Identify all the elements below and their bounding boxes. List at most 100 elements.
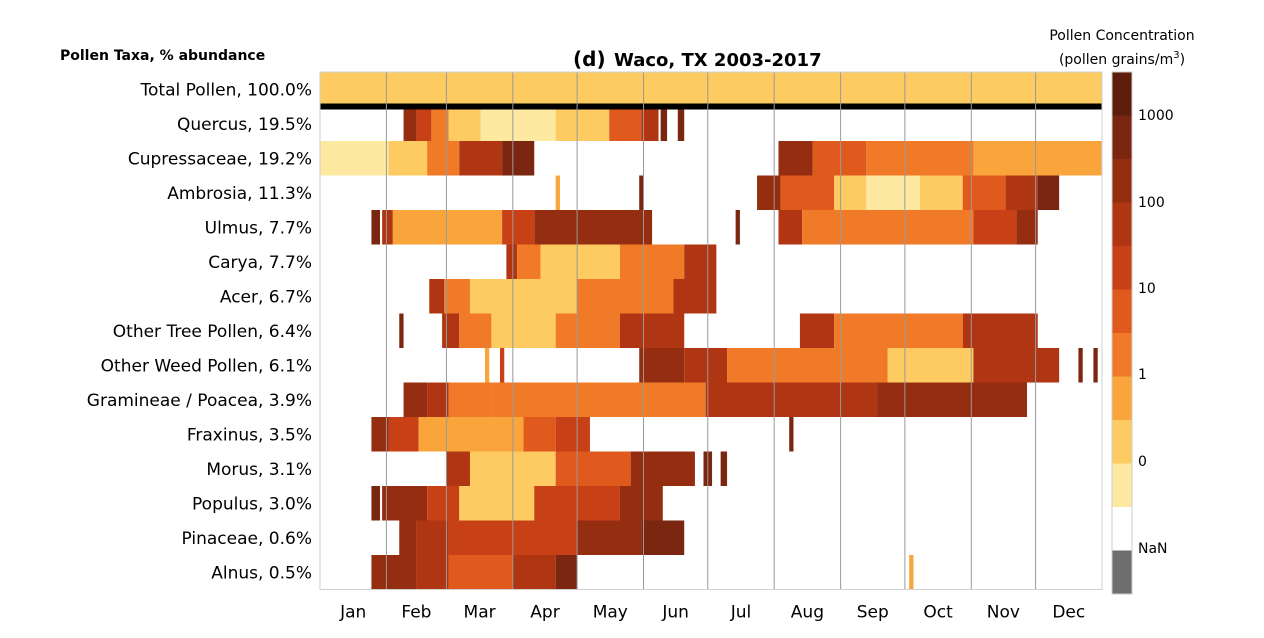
heatmap-cell bbox=[834, 313, 963, 348]
colorbar-tick-label: 1000 bbox=[1138, 108, 1174, 124]
heatmap-cell bbox=[1005, 175, 1038, 210]
heatmap-cell bbox=[459, 313, 492, 348]
colorbar-block bbox=[1112, 115, 1132, 160]
heatmap-cell bbox=[555, 451, 631, 486]
heatmap-cell bbox=[660, 106, 668, 141]
heatmap-cell bbox=[727, 348, 888, 383]
heatmap-cell bbox=[720, 451, 728, 486]
heatmap-cell bbox=[555, 555, 578, 590]
colorbar-block bbox=[1112, 463, 1132, 508]
heatmap-cell bbox=[427, 486, 460, 521]
heatmap-cell bbox=[540, 244, 620, 279]
month-label: Mar bbox=[464, 603, 496, 623]
row-label: Fraxinus, 3.5% bbox=[187, 425, 312, 445]
heatmap-cell bbox=[639, 175, 644, 210]
heatmap-cells bbox=[320, 72, 1102, 590]
heatmap-cell bbox=[416, 555, 449, 590]
colorbar-tick-label: 100 bbox=[1138, 195, 1165, 211]
heatmap-cell bbox=[399, 313, 404, 348]
row-label: Acer, 6.7% bbox=[220, 287, 312, 307]
heatmap-cell bbox=[484, 348, 490, 383]
row-label: Alnus, 0.5% bbox=[211, 563, 312, 583]
heatmap-cell bbox=[630, 451, 695, 486]
row-header: Pollen Taxa, % abundance bbox=[60, 48, 265, 64]
colorbar-frame bbox=[1111, 71, 1133, 595]
heatmap-cell bbox=[619, 486, 663, 521]
heatmap-cell bbox=[877, 382, 1028, 417]
row-label: Pinaceae, 0.6% bbox=[182, 529, 312, 549]
heatmap-cell bbox=[491, 313, 556, 348]
month-label: Sep bbox=[857, 603, 889, 623]
heatmap-cell bbox=[973, 348, 1060, 383]
heatmap-cell bbox=[866, 141, 974, 176]
heatmap-cell bbox=[392, 210, 503, 245]
heatmap-cell bbox=[609, 106, 642, 141]
heatmap-cell bbox=[1093, 348, 1098, 383]
total-separator-bar bbox=[320, 103, 1102, 110]
heatmap-cell bbox=[973, 210, 1017, 245]
month-labels: Jan Feb Mar Apr May Jun Jul Aug Sep Oct Nov Dec bbox=[339, 603, 1085, 623]
heatmap-cell bbox=[499, 348, 505, 383]
heatmap-cell bbox=[1027, 141, 1102, 176]
heatmap-cell bbox=[444, 279, 470, 314]
heatmap-cell bbox=[371, 555, 417, 590]
heatmap-cell bbox=[909, 555, 914, 590]
heatmap-cell bbox=[684, 244, 717, 279]
heatmap-cell bbox=[802, 210, 974, 245]
colorbar-block bbox=[1112, 289, 1132, 334]
heatmap-cell bbox=[555, 106, 610, 141]
colorbar-block bbox=[1112, 550, 1132, 595]
row-label: Cupressaceae, 19.2% bbox=[128, 149, 312, 169]
heatmap-cell bbox=[371, 210, 380, 245]
colorbar-title-line2: (pollen grains/m3) bbox=[1059, 50, 1185, 68]
colorbar-block bbox=[1112, 159, 1132, 203]
heatmap-cell bbox=[512, 555, 556, 590]
heatmap-cell bbox=[371, 486, 380, 521]
heatmap-cell bbox=[673, 279, 717, 314]
heatmap-cell bbox=[735, 210, 740, 245]
colorbar-block bbox=[1112, 333, 1132, 377]
heatmap-cell bbox=[887, 348, 974, 383]
row-label: Total Pollen, 100.0% bbox=[140, 80, 312, 100]
title-group: (d) Waco, TX 2003-2017 bbox=[573, 47, 822, 71]
colorbar-block bbox=[1112, 376, 1132, 421]
month-label: Nov bbox=[987, 603, 1020, 623]
heatmap-cell bbox=[812, 141, 867, 176]
heatmap-cell bbox=[427, 382, 449, 417]
heatmap-cell bbox=[619, 244, 685, 279]
colorbar-block bbox=[1112, 507, 1132, 551]
colorbar-tick-label: 0 bbox=[1138, 454, 1147, 470]
colorbar-tick-label: NaN bbox=[1138, 541, 1168, 557]
row-label: Carya, 7.7% bbox=[208, 253, 312, 273]
row-label: Ambrosia, 11.3% bbox=[167, 184, 312, 204]
chart-title: Waco, TX 2003-2017 bbox=[614, 50, 822, 71]
heatmap-cell bbox=[677, 106, 685, 141]
heatmap-cell bbox=[403, 382, 428, 417]
month-label: Jun bbox=[661, 603, 689, 623]
heatmap-cell bbox=[1016, 210, 1038, 245]
heatmap-cell bbox=[469, 279, 578, 314]
heatmap-cell bbox=[641, 520, 685, 555]
colorbar-blocks bbox=[1111, 71, 1133, 595]
heatmap-cell bbox=[502, 141, 535, 176]
month-label: Dec bbox=[1052, 603, 1085, 623]
heatmap-cell bbox=[388, 417, 419, 452]
heatmap-cell bbox=[639, 348, 685, 383]
heatmap-cell bbox=[416, 106, 432, 141]
row-label: Other Weed Pollen, 6.1% bbox=[101, 356, 312, 376]
heatmap-cell bbox=[448, 555, 513, 590]
heatmap-cell bbox=[517, 244, 541, 279]
row-label: Quercus, 19.5% bbox=[177, 115, 312, 135]
panel-label: (d) bbox=[573, 47, 606, 71]
plot-frame bbox=[319, 71, 1103, 590]
month-label: Aug bbox=[791, 603, 824, 623]
heatmap-cell bbox=[427, 141, 460, 176]
month-label: Apr bbox=[530, 603, 559, 623]
heatmap-cell bbox=[1037, 175, 1060, 210]
heatmap-cell bbox=[491, 382, 706, 417]
row-labels: Total Pollen, 100.0% Quercus, 19.5% Cupres… bbox=[87, 80, 312, 583]
heatmap-cell bbox=[919, 175, 963, 210]
heatmap-cell bbox=[799, 313, 835, 348]
